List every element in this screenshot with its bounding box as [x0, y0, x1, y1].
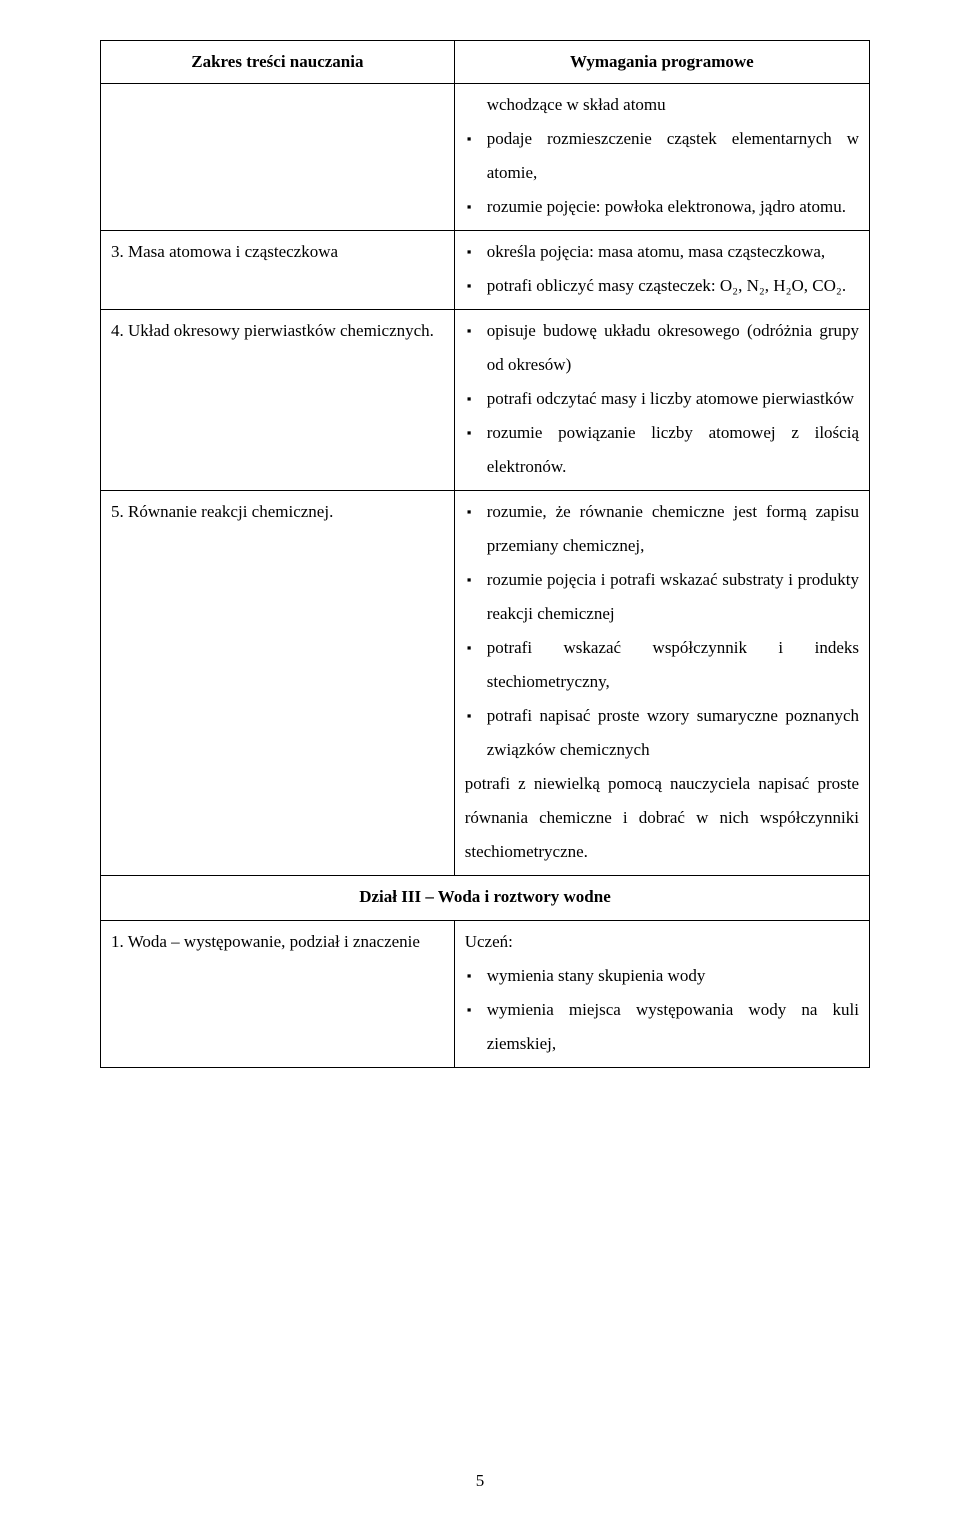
row-left: 5. Równanie reakcji chemicznej.: [101, 491, 455, 876]
right-bullet-item: potrafi wskazać współczynnik i indeks st…: [465, 631, 859, 699]
table-row: 5. Równanie reakcji chemicznej.rozumie, …: [101, 491, 870, 876]
curriculum-table: Zakres treści nauczania Wymagania progra…: [100, 40, 870, 1068]
right-bullet-item: rozumie, że równanie chemiczne jest form…: [465, 495, 859, 563]
right-bullet-item: rozumie pojęcia i potrafi wskazać substr…: [465, 563, 859, 631]
right-bullet-list: określa pojęcia: masa atomu, masa cząste…: [465, 235, 859, 303]
right-bullet-item: wymienia stany skupienia wody: [465, 959, 859, 993]
row-left: 3. Masa atomowa i cząsteczkowa: [101, 231, 455, 310]
right-bullet-item: rozumie pojęcie: powłoka elektronowa, ją…: [465, 190, 859, 224]
section-title: Dział III – Woda i roztwory wodne: [101, 876, 870, 921]
right-bullet-list: opisuje budowę układu okresowego (odróżn…: [465, 314, 859, 484]
table-row: 1. Woda – występowanie, podział i znacze…: [101, 921, 870, 1068]
right-bullet-item: opisuje budowę układu okresowego (odróżn…: [465, 314, 859, 382]
header-right: Wymagania programowe: [454, 41, 869, 84]
table-row: 4. Układ okresowy pierwiastków chemiczny…: [101, 310, 870, 491]
row-left: 1. Woda – występowanie, podział i znacze…: [101, 921, 455, 1068]
header-left: Zakres treści nauczania: [101, 41, 455, 84]
right-bullet-item: określa pojęcia: masa atomu, masa cząste…: [465, 235, 859, 269]
row-left: 4. Układ okresowy pierwiastków chemiczny…: [101, 310, 455, 491]
page-number: 5: [0, 1471, 960, 1491]
right-bullet-item: potrafi odczytać masy i liczby atomowe p…: [465, 382, 859, 416]
right-bullet-item: podaje rozmieszczenie cząstek elementarn…: [465, 122, 859, 190]
right-lead: Uczeń:: [465, 925, 859, 959]
table-row: 3. Masa atomowa i cząsteczkowa określa po…: [101, 231, 870, 310]
right-bullet-list: rozumie, że równanie chemiczne jest form…: [465, 495, 859, 767]
section-title-row: Dział III – Woda i roztwory wodne: [101, 876, 870, 921]
row-right: opisuje budowę układu okresowego (odróżn…: [454, 310, 869, 491]
right-trailing-para: potrafi z niewielką pomocą nauczyciela n…: [465, 767, 859, 869]
row-right: Uczeń:wymienia stany skupienia wodywymie…: [454, 921, 869, 1068]
right-bullet-list: podaje rozmieszczenie cząstek elementarn…: [465, 122, 859, 224]
row-right: wchodzące w skład atomupodaje rozmieszcz…: [454, 84, 869, 231]
table-head: Zakres treści nauczania Wymagania progra…: [101, 41, 870, 84]
right-bullet-item: potrafi obliczyć masy cząsteczek: O₂, N₂…: [465, 269, 859, 303]
page-root: Zakres treści nauczania Wymagania progra…: [0, 0, 960, 1515]
right-continuation: wchodzące w skład atomu: [465, 88, 859, 122]
table-header-row: Zakres treści nauczania Wymagania progra…: [101, 41, 870, 84]
right-bullet-item: rozumie powiązanie liczby atomowej z ilo…: [465, 416, 859, 484]
row-right: rozumie, że równanie chemiczne jest form…: [454, 491, 869, 876]
right-bullet-item: potrafi napisać proste wzory sumaryczne …: [465, 699, 859, 767]
table-body: wchodzące w skład atomupodaje rozmieszcz…: [101, 84, 870, 1068]
right-bullet-list: wymienia stany skupienia wodywymienia mi…: [465, 959, 859, 1061]
table-row: wchodzące w skład atomupodaje rozmieszcz…: [101, 84, 870, 231]
row-left: [101, 84, 455, 231]
row-right: określa pojęcia: masa atomu, masa cząste…: [454, 231, 869, 310]
right-bullet-item: wymienia miejsca występowania wody na ku…: [465, 993, 859, 1061]
